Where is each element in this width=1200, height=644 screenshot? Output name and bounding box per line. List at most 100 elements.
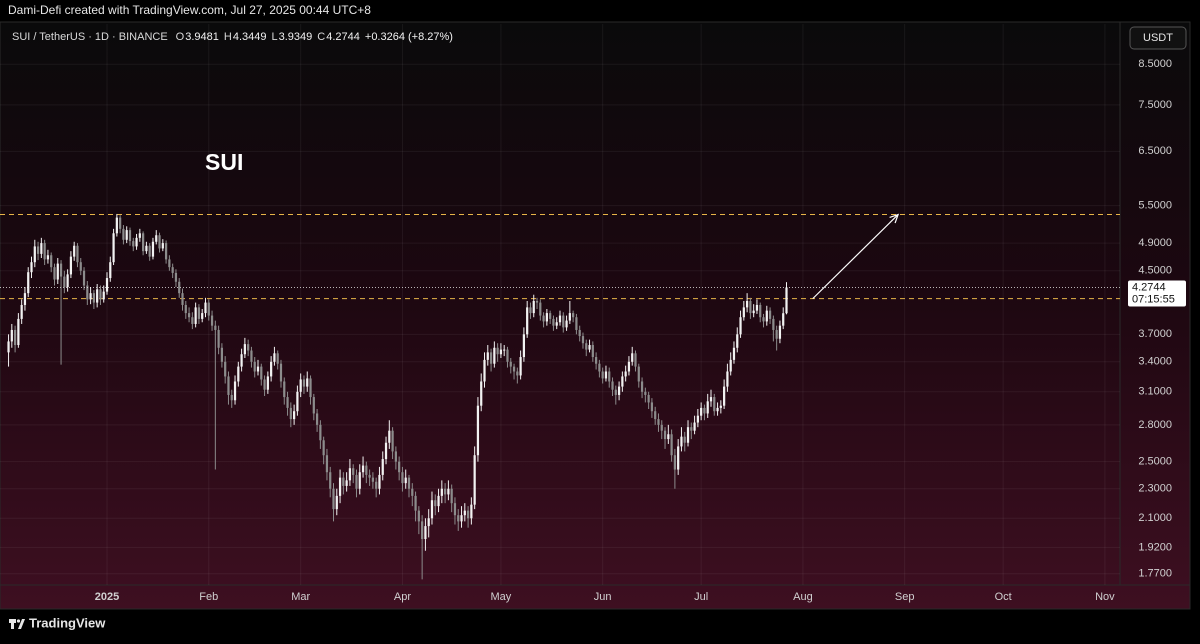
x-tick-label: Jun <box>594 591 612 603</box>
candle-body <box>312 397 315 414</box>
candle-body <box>700 407 703 416</box>
candle-body <box>73 245 76 257</box>
candle-body <box>46 255 50 260</box>
candle-body <box>667 434 670 440</box>
candle-body <box>89 293 92 300</box>
candle-body <box>663 430 667 440</box>
candle-body <box>348 468 352 481</box>
candle-body <box>233 381 237 401</box>
candle-body <box>673 455 677 470</box>
candle-body <box>283 381 286 398</box>
candle-body <box>7 341 10 353</box>
candle-body <box>483 359 486 382</box>
candle-body <box>217 329 220 348</box>
candle-body <box>325 455 329 473</box>
candle-body <box>358 472 361 489</box>
candle-body <box>654 411 657 420</box>
candle-body <box>562 315 565 328</box>
countdown: 07:15:55 <box>1132 293 1175 305</box>
labels: 1.7700 1.9200 2.1000 2.3000 2.5000 2.8000 3.10… <box>95 58 1186 603</box>
candle-body <box>742 307 745 318</box>
candle-body <box>59 263 63 277</box>
arrow-head <box>889 213 900 224</box>
price-tag <box>1128 280 1186 307</box>
candle-body <box>384 442 388 460</box>
candle-body <box>266 376 269 390</box>
candle-body <box>279 363 283 382</box>
candle-body <box>532 300 535 314</box>
candle-body <box>726 371 729 387</box>
chart-panel <box>0 22 1190 609</box>
candle-body <box>63 276 66 288</box>
candle-body <box>322 440 325 456</box>
candle-body <box>470 504 473 519</box>
x-tick-label: May <box>491 591 512 603</box>
candle-body <box>765 310 768 322</box>
candle-body <box>647 394 650 403</box>
candle-body <box>493 347 496 364</box>
candle-body <box>719 405 722 408</box>
candle-body <box>319 424 322 441</box>
candle-body <box>204 302 207 314</box>
ohlc-readout: O 3.9481 H 4.3449 L 3.9349 C 4.2744 +0.3264 (+8.… <box>176 31 453 43</box>
candle-body <box>453 503 457 516</box>
x-tick-label: Mar <box>291 591 310 603</box>
candle-body <box>365 465 368 475</box>
candle-body <box>345 480 348 486</box>
ohlc-value: 4.3449 <box>233 31 267 43</box>
candle-body <box>119 217 122 229</box>
x-tick-label: Feb <box>199 591 218 603</box>
candle-body <box>466 510 470 519</box>
candle-body <box>506 349 509 362</box>
candle-body <box>187 313 191 318</box>
candle-body <box>640 381 644 392</box>
candle-body <box>237 366 240 382</box>
candle-body <box>417 510 420 522</box>
x-tick-label: Jul <box>694 591 708 603</box>
logo-part <box>16 619 21 623</box>
candle-body <box>371 477 375 482</box>
candle-body <box>594 357 598 364</box>
candle-body <box>260 366 263 380</box>
candle-body <box>53 267 56 280</box>
candle-body <box>23 293 27 305</box>
x-tick-label: Oct <box>995 591 1012 603</box>
candle-body <box>128 230 132 242</box>
candle-body <box>171 267 174 273</box>
candle-body <box>43 243 46 260</box>
candle-body <box>516 371 519 376</box>
candle-body <box>440 488 443 496</box>
currency-button[interactable] <box>1129 26 1187 50</box>
candle-body <box>102 291 105 300</box>
candle-body <box>329 472 332 489</box>
candle-body <box>388 430 391 443</box>
ohlc-value: 3.9349 <box>279 31 313 43</box>
candle-body <box>657 419 660 425</box>
candle-body <box>122 228 125 240</box>
candle-body <box>296 391 299 412</box>
candle-body <box>434 500 437 507</box>
y-tick-label: 3.7000 <box>1138 328 1172 340</box>
y-tick-label: 5.5000 <box>1138 199 1172 211</box>
candle-body <box>526 307 529 335</box>
candle-body <box>27 272 30 294</box>
candle-body <box>762 317 765 322</box>
candle-body <box>476 405 480 456</box>
candle-body <box>335 495 338 510</box>
candle-body <box>611 381 614 390</box>
candle-body <box>151 241 155 257</box>
candle-body <box>591 345 594 358</box>
candle-body <box>315 413 319 425</box>
y-tick-label: 1.7700 <box>1138 568 1172 580</box>
candle-body <box>142 233 145 252</box>
x-tick-label: Aug <box>793 591 813 603</box>
candle-body <box>17 318 20 346</box>
candle-body <box>50 255 53 268</box>
currency[interactable]: USDT <box>1143 32 1173 44</box>
candle-body <box>460 515 463 522</box>
candle-body <box>273 353 276 362</box>
x-tick-label: Nov <box>1095 591 1115 603</box>
x-tick-label: 2025 <box>95 591 119 603</box>
